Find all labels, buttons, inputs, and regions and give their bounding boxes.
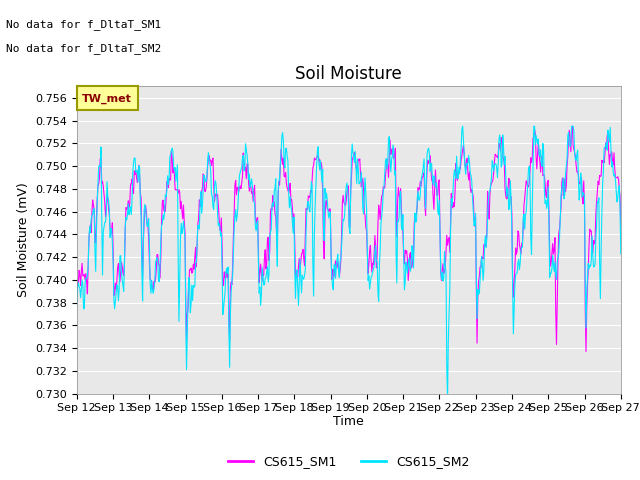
CS615_SM1	[617, 226, 625, 231]
CS615_SM1	[83, 279, 90, 285]
Title: Soil Moisture: Soil Moisture	[296, 65, 402, 84]
CS615_SM2	[223, 265, 230, 271]
CS615_SM1	[139, 274, 147, 279]
Legend: CS615_SM1, CS615_SM2: CS615_SM1, CS615_SM2	[223, 450, 475, 473]
Line: CS615_SM2: CS615_SM2	[77, 126, 621, 399]
CS615_SM2	[617, 251, 625, 257]
Text: No data for f_DltaT_SM2: No data for f_DltaT_SM2	[6, 43, 162, 54]
CS615_SM2	[459, 123, 467, 129]
Text: No data for f_DltaT_SM1: No data for f_DltaT_SM1	[6, 19, 162, 30]
Y-axis label: Soil Moisture (mV): Soil Moisture (mV)	[17, 182, 29, 298]
CS615_SM2	[194, 223, 202, 228]
CS615_SM2	[444, 396, 451, 402]
Line: CS615_SM1: CS615_SM1	[77, 126, 621, 351]
CS615_SM1	[223, 267, 230, 273]
CS615_SM2	[415, 197, 422, 203]
CS615_SM1	[194, 221, 202, 227]
CS615_SM1	[582, 348, 590, 354]
CS615_SM1	[431, 185, 438, 191]
CS615_SM1	[415, 187, 422, 192]
CS615_SM1	[73, 279, 81, 285]
Text: TW_met: TW_met	[83, 93, 132, 104]
CS615_SM2	[73, 303, 81, 309]
CS615_SM2	[139, 298, 147, 304]
CS615_SM1	[568, 123, 576, 129]
X-axis label: Time: Time	[333, 415, 364, 429]
CS615_SM2	[431, 174, 438, 180]
CS615_SM2	[83, 276, 90, 281]
